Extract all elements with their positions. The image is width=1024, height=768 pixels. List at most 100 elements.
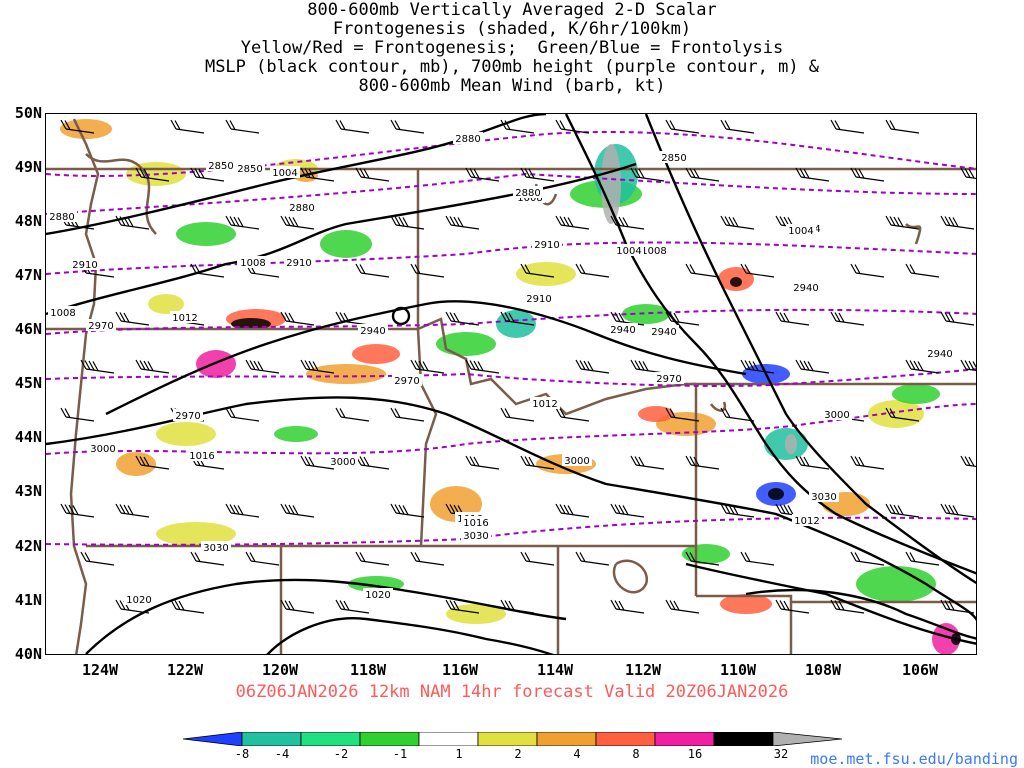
lat-label: 44N <box>14 428 42 446</box>
wind-barb <box>555 407 590 422</box>
height-label: 2880 <box>289 203 314 214</box>
wind-barb <box>245 551 280 566</box>
wind-barb <box>335 599 370 614</box>
colorbar-cell <box>241 732 302 746</box>
label-background <box>86 319 116 331</box>
wind-barb <box>555 503 590 518</box>
colorbar-label: -1 <box>392 747 408 761</box>
credit-link[interactable]: moe.met.fsu.edu/banding <box>810 750 1018 768</box>
colorbar-cell <box>359 732 420 746</box>
lon-label: 112W <box>624 661 662 679</box>
mslp-label: 1016 <box>189 451 214 462</box>
wind-barb <box>830 311 865 326</box>
title-line-4: MSLP (black contour, mb), 700mb height (… <box>204 57 820 77</box>
frontogenesis-patch <box>352 344 400 364</box>
mslp-contour <box>745 588 976 640</box>
height-label: 2910 <box>534 240 559 251</box>
wind-barb <box>665 599 700 614</box>
wind-barb <box>885 407 920 422</box>
label-background <box>201 541 231 553</box>
lat-label: 49N <box>14 158 42 176</box>
wind-barb <box>610 503 645 518</box>
wind-barb <box>665 311 700 326</box>
mslp-contour <box>46 162 637 316</box>
state-borders <box>46 118 976 654</box>
wind-barb <box>355 167 390 182</box>
height-contour <box>46 368 976 387</box>
wind-barb <box>610 599 645 614</box>
lon-label: 120W <box>261 661 299 679</box>
colorbar <box>183 732 843 746</box>
wind-barb <box>630 167 665 182</box>
wind-barb <box>355 263 390 278</box>
wind-barb <box>225 503 260 518</box>
title-line-1: 800-600mb Vertically Averaged 2-D Scalar <box>307 0 717 20</box>
frontogenesis-map: 1004100810121012101610161016102010201004… <box>46 114 976 654</box>
frontogenesis-patch <box>116 452 156 476</box>
wind-barb <box>520 455 555 470</box>
wind-barb <box>410 263 445 278</box>
wind-barb <box>300 167 335 182</box>
frontogenesis-patch <box>60 119 112 139</box>
colorbar-label: -4 <box>274 747 290 761</box>
wind-barb <box>555 119 590 134</box>
wind-barb <box>665 119 700 134</box>
wind-barb <box>960 359 976 372</box>
label-background <box>392 374 422 386</box>
colorbar-label: 32 <box>773 747 789 761</box>
wind-barb <box>170 599 205 614</box>
wind-barb <box>795 455 830 470</box>
wind-barb <box>795 167 830 182</box>
wind-barb <box>850 167 885 182</box>
frontogenesis-patch <box>320 230 372 258</box>
wind-barb <box>445 311 480 326</box>
wind-barb <box>830 119 865 134</box>
label-background <box>88 442 118 454</box>
height-label: 2940 <box>610 325 635 336</box>
wind-barb <box>905 263 940 278</box>
wind-barb <box>60 119 95 134</box>
mslp-label: 1008 <box>641 246 666 257</box>
label-background <box>235 162 265 174</box>
map-panel: 1004100810121012101610161016102010201004… <box>45 113 977 655</box>
label-background <box>614 244 644 256</box>
wind-barb <box>280 503 315 518</box>
wind-barb <box>80 551 115 566</box>
wind-barb <box>355 455 390 470</box>
wind-barb <box>575 359 610 374</box>
label-background <box>70 258 100 270</box>
label-background <box>809 490 839 502</box>
mslp-label: 1004 <box>788 226 813 237</box>
wind-barb <box>685 263 720 278</box>
wind-barb <box>850 455 885 470</box>
height-label: 3030 <box>811 492 836 503</box>
wind-barb <box>630 455 665 470</box>
colorbar-label: -8 <box>234 747 250 761</box>
height-label: 3000 <box>330 457 355 468</box>
wind-barb <box>390 503 425 518</box>
wind-barb <box>135 359 170 374</box>
wind-barb <box>740 359 775 374</box>
height-contour <box>46 403 976 455</box>
label-background <box>47 210 77 222</box>
wind-barb <box>575 551 610 566</box>
label-background <box>173 409 203 421</box>
label-background <box>363 588 393 600</box>
label-background <box>284 256 314 268</box>
wind-barb <box>135 455 170 470</box>
frontogenesis-patch <box>768 488 784 500</box>
utah-east <box>696 594 793 654</box>
wind-barb <box>555 215 590 230</box>
lat-label: 48N <box>14 212 42 230</box>
colorbar-label: 4 <box>573 747 581 761</box>
colorbar-cell <box>536 732 597 746</box>
frontogenesis-patch <box>176 222 236 246</box>
lon-label: 122W <box>166 661 204 679</box>
lat-label: 41N <box>14 591 42 609</box>
wind-barb <box>740 551 775 566</box>
height-label: 2970 <box>394 376 419 387</box>
mslp-label: 1012 <box>532 399 557 410</box>
wind-barb <box>60 407 95 422</box>
label-background <box>453 132 483 144</box>
wind-barb <box>115 503 150 518</box>
